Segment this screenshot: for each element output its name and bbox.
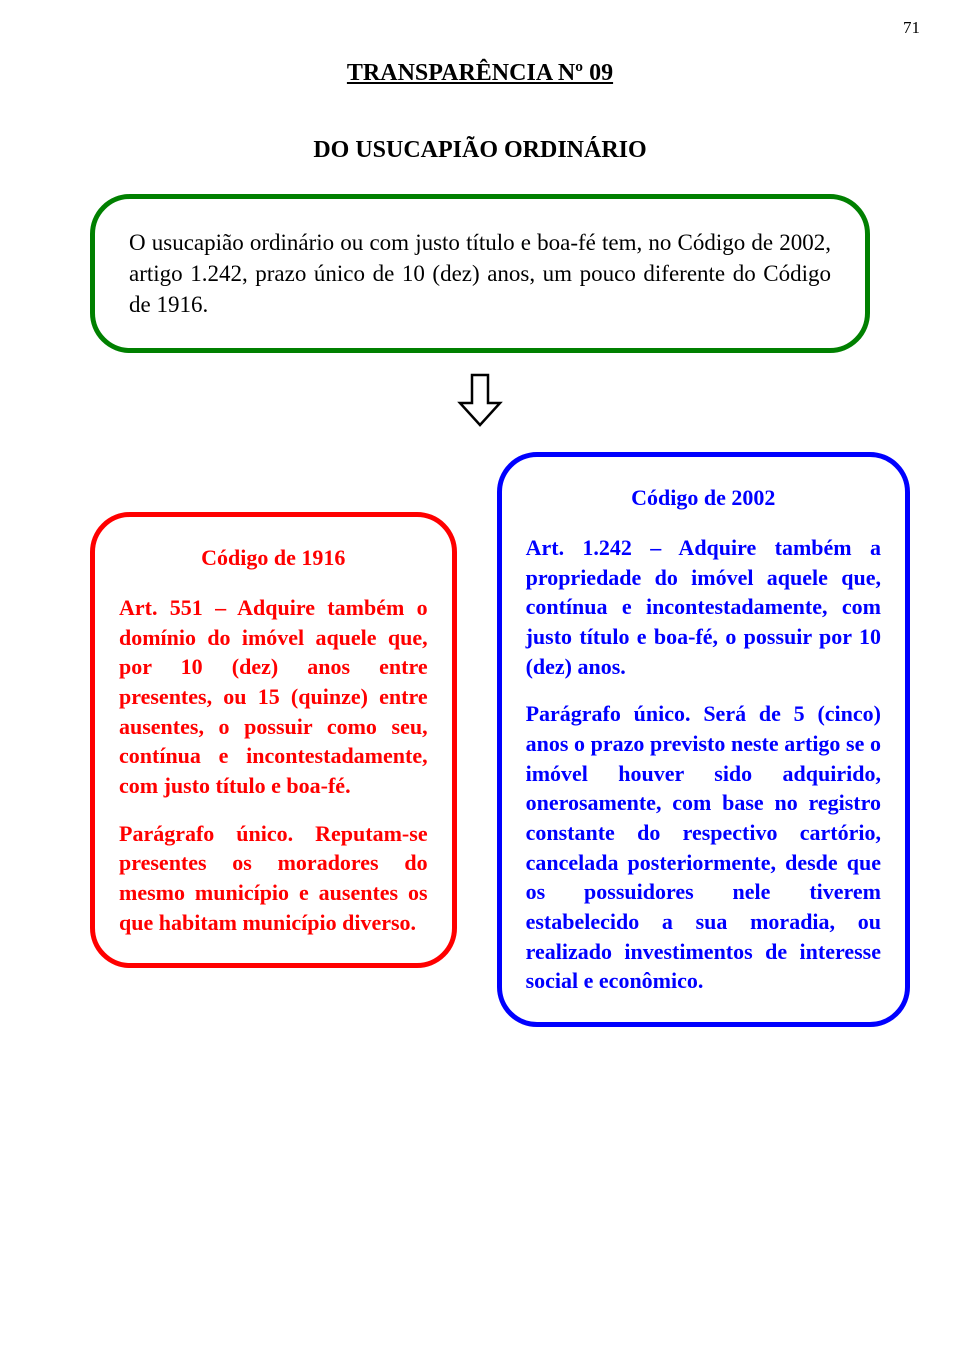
code-2002-title: Código de 2002: [526, 483, 881, 513]
code-2002-article: Art. 1.242 – Adquire também a propriedad…: [526, 533, 881, 681]
code-2002-box: Código de 2002 Art. 1.242 – Adquire tamb…: [497, 452, 910, 1027]
page-title: TRANSPARÊNCIA Nº 09: [90, 60, 870, 87]
down-arrow-icon: [456, 371, 504, 429]
document-page: 71 TRANSPARÊNCIA Nº 09 DO USUCAPIÃO ORDI…: [0, 0, 960, 1361]
page-number: 71: [903, 18, 920, 38]
down-arrow-container: [90, 371, 870, 434]
code-1916-paragraph-unique: Parágrafo único. Reputam-se presentes os…: [119, 819, 428, 938]
comparison-columns: Código de 1916 Art. 551 – Adquire também…: [90, 452, 870, 1027]
code-1916-title: Código de 1916: [119, 543, 428, 573]
code-1916-article: Art. 551 – Adquire também o domínio do i…: [119, 593, 428, 801]
intro-text: O usucapião ordinário ou com justo títul…: [129, 230, 831, 317]
code-1916-box: Código de 1916 Art. 551 – Adquire também…: [90, 512, 457, 968]
left-column: Código de 1916 Art. 551 – Adquire também…: [90, 452, 457, 968]
intro-callout-box: O usucapião ordinário ou com justo títul…: [90, 194, 870, 353]
right-column: Código de 2002 Art. 1.242 – Adquire tamb…: [497, 452, 910, 1027]
section-subtitle: DO USUCAPIÃO ORDINÁRIO: [90, 137, 870, 164]
code-2002-paragraph-unique: Parágrafo único. Será de 5 (cinco) anos …: [526, 699, 881, 996]
